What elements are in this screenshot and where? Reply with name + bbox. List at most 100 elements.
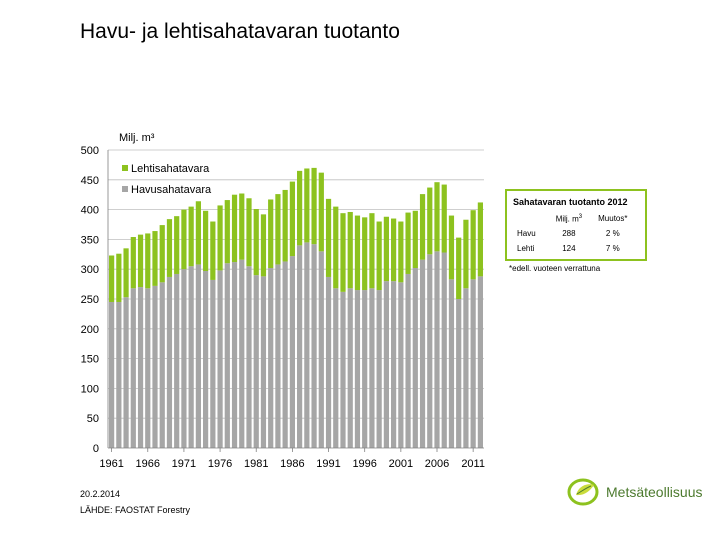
bar-segment	[318, 172, 324, 252]
summary-col-change: Muutos*	[598, 214, 628, 223]
bar-segment	[304, 242, 310, 448]
summary-row-value: 288	[562, 229, 576, 238]
bar-segment	[362, 290, 368, 448]
bar-segment	[333, 206, 339, 289]
source-text: LÄHDE: FAOSTAT Forestry	[80, 505, 191, 515]
y-tick-label: 450	[81, 175, 99, 187]
bar-segment	[282, 189, 288, 262]
summary-box-title: Sahatavaran tuotanto 2012	[513, 197, 628, 207]
summary-row-label: Havu	[517, 229, 536, 238]
legend-swatch	[122, 165, 128, 171]
bar-segment	[188, 266, 194, 448]
bar-segment	[477, 202, 483, 277]
y-tick-label: 0	[93, 443, 99, 455]
bar-segment	[347, 288, 353, 448]
bar-segment	[434, 182, 440, 252]
summary-row-label: Lehti	[517, 244, 535, 253]
footnote: *edell. vuoteen verrattuna	[509, 264, 601, 273]
bar-segment	[376, 221, 382, 291]
bar-segment	[246, 198, 252, 267]
bar-segment	[282, 261, 288, 448]
bar-segment	[325, 198, 332, 277]
bars	[109, 167, 483, 448]
x-tick-label: 2006	[425, 458, 449, 470]
bar-segment	[340, 291, 346, 448]
legend-swatch	[122, 186, 128, 192]
bar-segment	[448, 279, 455, 448]
y-tick-label: 400	[81, 205, 99, 217]
x-tick-label: 1966	[136, 458, 160, 470]
x-tick-label: 1961	[99, 458, 123, 470]
y-tick-label: 350	[81, 234, 99, 246]
y-axis-label: Milj. m³	[119, 132, 155, 144]
bar-segment	[239, 259, 245, 448]
bar-segment	[419, 194, 426, 260]
leaf-logo-icon	[567, 478, 599, 506]
bar-segment	[195, 201, 201, 265]
legend-label: Havusahatavara	[131, 184, 212, 196]
bar-segment	[412, 268, 418, 448]
bar-segment	[166, 219, 173, 277]
bar-segment	[275, 264, 281, 448]
bar-segment	[340, 213, 346, 292]
x-tick-label: 2011	[461, 458, 485, 470]
bar-segment	[145, 288, 151, 448]
legend: Lehtisahatavara Havusahatavara	[122, 163, 212, 196]
summary-row-change: 2 %	[605, 229, 620, 238]
x-tick-label: 1981	[244, 458, 268, 470]
bar-segment	[463, 219, 469, 289]
bar-segment	[109, 255, 115, 302]
summary-header-row: Milj. m3 Muutos*	[511, 211, 632, 226]
bar-segment	[463, 288, 469, 448]
bar-segment	[181, 269, 187, 448]
bar-segment	[289, 256, 295, 448]
bar-segment	[217, 205, 223, 271]
summary-table: Milj. m3 Muutos* Havu 288 2 % Lehti 124 …	[511, 211, 632, 256]
bar-segment	[268, 199, 274, 269]
bar-segment	[253, 209, 259, 276]
bar-segment	[383, 216, 389, 282]
bar-segment	[145, 233, 151, 289]
bar-segment	[297, 245, 303, 448]
bar-segment	[441, 252, 447, 448]
bar-segment	[325, 276, 332, 448]
bar-segment	[116, 253, 122, 302]
bar-segment	[441, 184, 447, 253]
x-tick-label: 2001	[389, 458, 413, 470]
bar-segment	[376, 290, 382, 448]
bar-segment	[231, 262, 238, 448]
bar-segment	[159, 282, 165, 448]
bar-segment	[260, 214, 267, 277]
bar-segment	[181, 209, 187, 270]
bar-segment	[123, 297, 129, 448]
bar-segment	[188, 206, 194, 267]
bar-segment	[210, 279, 216, 448]
bar-segment	[311, 244, 317, 448]
y-tick-label: 150	[81, 354, 99, 366]
summary-row-havu: Havu 288 2 %	[511, 226, 632, 241]
bar-segment	[231, 194, 238, 263]
bar-segment	[217, 270, 223, 448]
bar-segment	[412, 210, 418, 269]
summary-row-lehti: Lehti 124 7 %	[511, 241, 632, 256]
bar-segment	[419, 259, 426, 448]
x-tick-label: 1986	[280, 458, 304, 470]
bar-segment	[152, 231, 158, 286]
bar-segment	[405, 273, 411, 448]
bar-segment	[174, 273, 180, 448]
bar-segment	[289, 181, 295, 257]
bar-segment	[448, 215, 455, 280]
bar-segment	[369, 213, 375, 289]
bar-segment	[477, 276, 483, 448]
bar-segment	[130, 288, 136, 448]
y-tick-label: 200	[81, 324, 99, 336]
bar-segment	[123, 248, 129, 298]
summary-box: Sahatavaran tuotanto 2012 Milj. m3 Muuto…	[505, 189, 647, 261]
bar-segment	[253, 275, 259, 448]
bar-segment	[109, 301, 115, 448]
bar-segment	[398, 282, 404, 448]
x-tick-label: 1971	[172, 458, 196, 470]
bar-segment	[354, 290, 361, 448]
bar-segment	[391, 281, 397, 448]
bar-segment	[456, 299, 462, 448]
